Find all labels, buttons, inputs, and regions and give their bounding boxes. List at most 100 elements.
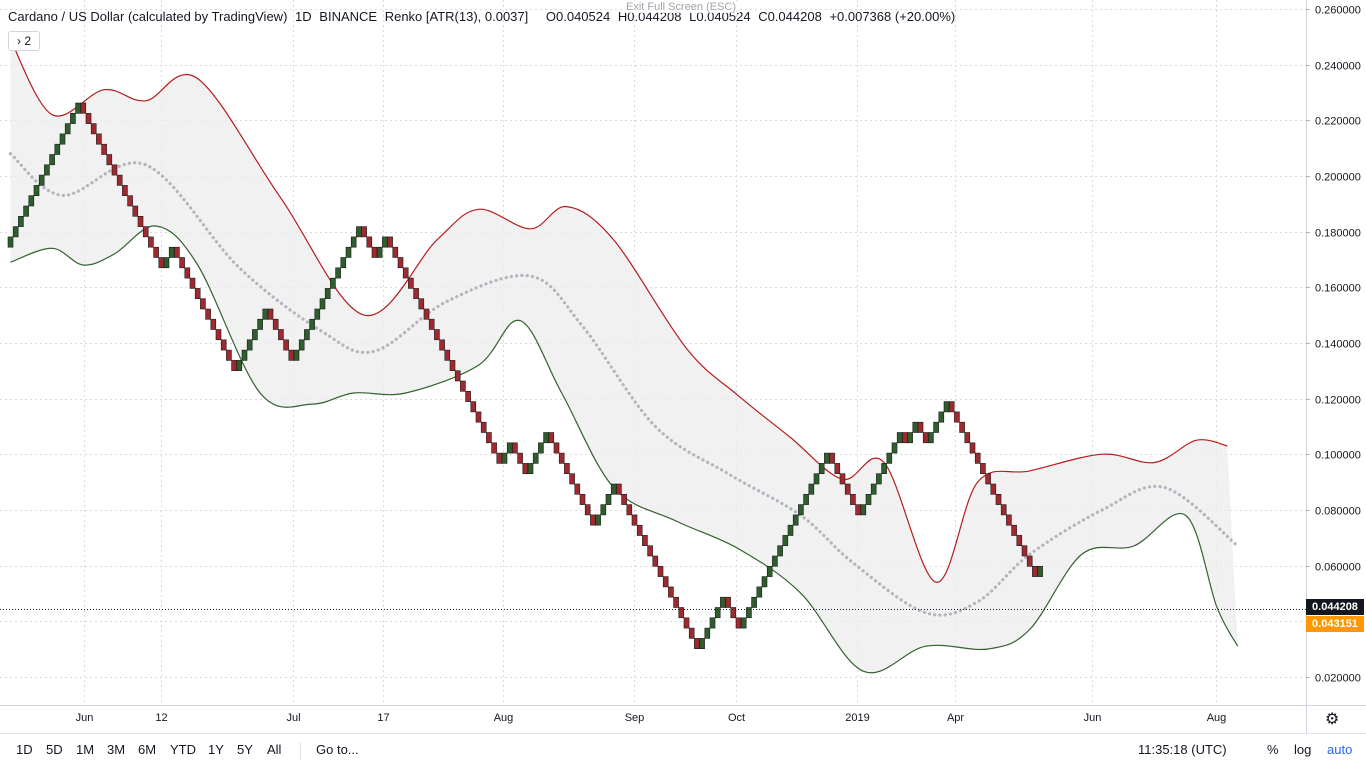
renko-brick-up (824, 452, 830, 464)
renko-brick-up (881, 463, 887, 474)
renko-brick-down (969, 442, 976, 454)
renko-brick-down (402, 267, 409, 279)
lower-band-line (10, 225, 1239, 674)
renko-brick-up (168, 246, 175, 258)
renko-brick-down (548, 432, 555, 444)
renko-brick-up (532, 452, 539, 464)
renko-brick-up (740, 617, 747, 629)
renko-brick-up (38, 174, 45, 186)
renko-brick-down (371, 246, 378, 258)
renko-brick-up (330, 277, 336, 289)
y-tick-label: 0.120000 (1315, 395, 1361, 407)
renko-brick-up (808, 483, 815, 495)
renko-brick-up (709, 617, 716, 629)
renko-brick-up (933, 421, 939, 433)
renko-brick-down (662, 576, 669, 588)
renko-brick-down (735, 617, 742, 629)
renko-brick-up (751, 596, 757, 608)
renko-brick-down (189, 277, 196, 289)
renko-brick-down (964, 432, 971, 444)
renko-brick-up (704, 627, 711, 639)
renko-brick-down (642, 535, 648, 547)
renko-brick-down (408, 277, 414, 289)
renko-brick-down (954, 411, 960, 423)
renko-brick-down (413, 288, 419, 299)
renko-brick-up (772, 555, 778, 567)
timeframe-5y-button[interactable]: 5Y (237, 742, 253, 757)
renko-brick-down (148, 236, 154, 248)
renko-brick-up (777, 545, 783, 557)
renko-brick-down (231, 360, 237, 371)
renko-brick-down (111, 164, 118, 176)
renko-brick-down (179, 257, 185, 269)
renko-brick-up (813, 473, 820, 485)
renko-brick-up (792, 514, 799, 526)
renko-brick-up (163, 257, 170, 269)
renko-brick-up (876, 473, 882, 485)
renko-brick-down (590, 514, 596, 526)
x-tick-label: Oct (728, 712, 745, 724)
renko-brick-up (538, 442, 544, 454)
renko-brick-down (158, 257, 165, 269)
timeframe-6m-button[interactable]: 6M (138, 742, 157, 757)
renko-brick-up (64, 123, 71, 135)
renko-brick-down (174, 246, 180, 258)
renko-brick-down (460, 380, 466, 392)
renko-brick-up (246, 339, 253, 351)
timeframe-all-button[interactable]: All (267, 742, 282, 757)
renko-brick-down (132, 205, 139, 217)
renko-brick-down (631, 514, 638, 526)
renko-brick-down (980, 463, 986, 474)
renko-brick-down (1011, 524, 1017, 536)
renko-brick-up (803, 493, 809, 505)
renko-brick-down (397, 257, 404, 269)
renko-brick-up (912, 421, 919, 433)
x-tick-label: Jul (286, 712, 300, 724)
renko-brick-down (1000, 504, 1007, 516)
timeframe-3m-button[interactable]: 3M (107, 742, 126, 757)
chart-canvas[interactable]: 0.260000 0.240000 0.220000 0.200000 0.180000… (0, 0, 1366, 733)
renko-brick-down (579, 493, 586, 505)
collapse-indicators-button[interactable]: › 2 (8, 31, 40, 51)
percent-scale-toggle[interactable]: % (1267, 742, 1279, 757)
renko-brick-down (668, 586, 674, 598)
renko-brick-down (834, 463, 841, 474)
renko-brick-down (366, 236, 373, 248)
y-tick-label: 0.100000 (1315, 450, 1361, 462)
renko-brick-down (917, 421, 924, 433)
renko-brick-up (241, 349, 248, 361)
goto-date-button[interactable]: Go to... (316, 742, 359, 757)
y-tick-label: 0.180000 (1315, 228, 1361, 240)
symbol-title[interactable]: Cardano / US Dollar (calculated by Tradi… (8, 9, 288, 24)
renko-brick-down (444, 349, 451, 361)
renko-brick-up (610, 483, 617, 495)
renko-brick-down (636, 524, 643, 536)
renko-brick-down (153, 246, 159, 258)
renko-brick-down (200, 298, 206, 310)
renko-brick-down (725, 596, 731, 608)
renko-brick-down (418, 298, 425, 310)
log-scale-toggle[interactable]: log (1294, 742, 1312, 757)
renko-brick-up (870, 483, 877, 495)
renko-brick-up (782, 535, 789, 547)
renko-brick-down (142, 226, 149, 238)
utc-clock[interactable]: 11:35:18 (UTC) (1138, 742, 1227, 757)
timeframe-ytd-button[interactable]: YTD (170, 742, 196, 757)
renko-brick-up (49, 154, 55, 166)
timeframe-1d-button[interactable]: 1D (16, 742, 33, 757)
renko-brick-down (454, 370, 461, 382)
timeframe-1m-button[interactable]: 1M (76, 742, 95, 757)
renko-brick-down (522, 463, 529, 474)
renko-brick-up (262, 308, 269, 320)
renko-brick-up (907, 432, 913, 444)
timeframe-5d-button[interactable]: 5D (46, 742, 63, 757)
renko-brick-down (127, 195, 133, 207)
timeframe-1y-button[interactable]: 1Y (208, 742, 224, 757)
auto-scale-toggle[interactable]: auto (1327, 742, 1353, 757)
settings-gear-icon[interactable]: ⚙ (1325, 711, 1340, 728)
exit-fullscreen-hint[interactable]: Exit Full Screen (ESC) (622, 1, 741, 13)
renko-brick-down (839, 473, 846, 485)
renko-brick-down (688, 627, 695, 639)
renko-brick-down (210, 318, 217, 330)
renko-brick-down (1016, 535, 1023, 547)
